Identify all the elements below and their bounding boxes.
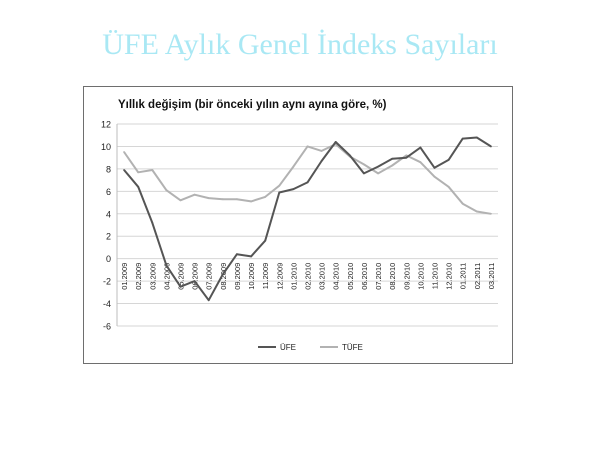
x-tick-label: 10.2009 xyxy=(247,263,256,290)
x-tick-label: 12.2010 xyxy=(445,263,454,290)
data-point xyxy=(137,185,140,188)
data-point xyxy=(419,161,422,164)
data-point xyxy=(264,239,267,242)
data-point xyxy=(306,181,309,184)
data-point xyxy=(292,188,295,190)
x-tick-label: 06.2010 xyxy=(360,263,369,290)
data-point xyxy=(405,156,408,159)
data-point xyxy=(320,150,323,152)
data-point xyxy=(137,171,140,174)
y-tick-label: -2 xyxy=(103,277,111,287)
data-point xyxy=(405,154,408,157)
x-tick-label: 03.2011 xyxy=(487,263,496,290)
x-tick-label: 09.2010 xyxy=(402,263,411,290)
data-point xyxy=(377,165,379,168)
data-point xyxy=(292,165,295,168)
y-tick-label: -6 xyxy=(103,322,111,332)
data-point xyxy=(363,163,365,166)
data-point xyxy=(433,175,436,178)
data-point xyxy=(221,273,224,276)
y-tick-label: 6 xyxy=(106,187,111,197)
y-tick-label: -4 xyxy=(103,299,111,309)
legend-item: TÜFE xyxy=(320,343,363,352)
x-tick-label: 07.2009 xyxy=(205,263,214,290)
data-point xyxy=(320,160,323,162)
data-point xyxy=(207,197,210,199)
x-tick-label: 02.2011 xyxy=(473,263,482,290)
x-tick-label: 10.2010 xyxy=(416,263,425,290)
y-tick-label: 0 xyxy=(106,254,111,264)
data-point xyxy=(250,255,252,258)
x-tick-label: 08.2009 xyxy=(219,263,228,290)
x-tick-label: 11.2009 xyxy=(261,263,270,290)
data-point xyxy=(334,141,337,143)
data-point xyxy=(278,184,281,187)
x-tick-label: 03.2009 xyxy=(148,263,157,290)
data-point xyxy=(391,157,394,160)
legend-item: ÜFE xyxy=(258,343,296,352)
x-tick-label: 11.2010 xyxy=(431,263,440,290)
x-tick-label: 01.2009 xyxy=(120,263,129,290)
chart-frame xyxy=(83,86,513,364)
data-point xyxy=(461,202,464,205)
data-point xyxy=(250,200,252,203)
x-tick-label: 07.2010 xyxy=(374,263,383,290)
data-point xyxy=(278,191,281,194)
chart-title: Yıllık değişim (bir önceki yılın aynı ay… xyxy=(118,99,387,111)
data-point xyxy=(264,196,267,198)
data-point xyxy=(391,164,394,167)
y-tick-label: 4 xyxy=(106,209,111,219)
x-tick-label: 01.2011 xyxy=(459,263,468,290)
data-point xyxy=(363,172,365,175)
data-point xyxy=(419,146,422,149)
x-tick-label: 03.2010 xyxy=(318,263,327,290)
x-tick-label: 06.2009 xyxy=(191,263,200,290)
data-point xyxy=(447,185,450,188)
data-point xyxy=(490,145,492,148)
data-point xyxy=(433,166,436,169)
x-tick-label: 02.2010 xyxy=(304,263,313,290)
data-point xyxy=(179,285,182,288)
data-point xyxy=(151,169,154,171)
data-point xyxy=(490,212,492,215)
data-point xyxy=(475,210,478,213)
data-point xyxy=(221,198,224,201)
legend-label: TÜFE xyxy=(342,343,363,352)
data-point xyxy=(236,198,238,201)
x-tick-label: 04.2010 xyxy=(332,263,341,290)
data-point xyxy=(179,199,182,202)
data-point xyxy=(475,136,478,139)
x-tick-label: 12.2009 xyxy=(275,263,284,290)
y-tick-label: 2 xyxy=(106,232,111,242)
data-point xyxy=(165,189,168,192)
data-point xyxy=(193,193,196,196)
x-tick-label: 04.2009 xyxy=(162,263,171,290)
x-tick-label: 05.2009 xyxy=(177,263,186,290)
data-point xyxy=(461,137,464,140)
slide-title: ÜFE Aylık Genel İndeks Sayıları xyxy=(102,28,498,61)
data-point xyxy=(123,151,125,153)
y-tick-label: 8 xyxy=(106,164,111,174)
data-point xyxy=(348,154,351,157)
legend-label: ÜFE xyxy=(280,343,296,352)
x-tick-label: 02.2009 xyxy=(134,263,143,290)
data-point xyxy=(447,159,450,161)
x-tick-label: 01.2010 xyxy=(289,263,298,290)
data-point xyxy=(193,280,196,283)
data-point xyxy=(123,169,125,171)
data-point xyxy=(207,299,210,302)
data-point xyxy=(165,264,168,267)
series-line-TÜFE xyxy=(123,143,492,215)
x-tick-label: 05.2010 xyxy=(346,263,355,290)
data-point xyxy=(377,172,379,175)
data-point xyxy=(236,253,238,256)
data-point xyxy=(151,221,154,224)
x-tick-label: 08.2010 xyxy=(388,263,397,290)
data-point xyxy=(306,145,309,148)
x-tick-label: 09.2009 xyxy=(233,263,242,290)
y-tick-label: 10 xyxy=(101,142,111,152)
y-tick-label: 12 xyxy=(101,120,111,130)
